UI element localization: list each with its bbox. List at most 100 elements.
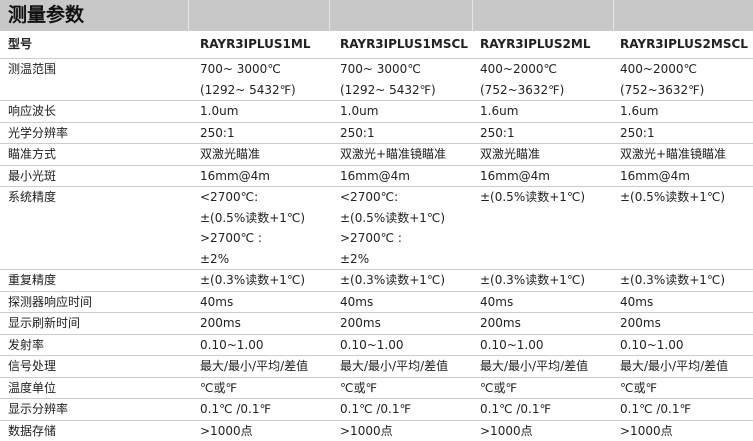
spec-value: 1.0um	[200, 104, 239, 118]
spec-label: 瞄准方式	[0, 143, 200, 166]
spec-value: 200ms	[200, 316, 241, 330]
spec-value: 0.10~1.00	[200, 337, 264, 352]
spec-value-cell: 0.1℃ /0.1℉	[340, 398, 480, 421]
spec-value-cell: 16mm@4m	[620, 165, 753, 187]
header-cell	[473, 0, 614, 31]
spec-value-cell: ℃或℉	[200, 377, 340, 399]
spec-value: >1000点	[480, 423, 533, 438]
spec-row: 显示刷新时间 200ms 200ms 200ms 200ms	[0, 312, 753, 335]
spec-value-cell: 400~2000℃ (752~3632℉)	[480, 58, 620, 101]
spec-label: 探测器响应时间	[0, 291, 200, 313]
spec-value-cell: 0.1℃ /0.1℉	[620, 398, 753, 421]
spec-value-cell: 双激光瞄准	[480, 143, 620, 166]
spec-value-cell: 双激光+瞄准镜瞄准	[340, 143, 480, 166]
spec-value-cell: <2700℃: ±(0.5%读数+1℃) >2700℃ : ±2%	[200, 186, 340, 270]
spec-value: 200ms	[340, 316, 381, 330]
spec-value: ±(0.5%读数+1℃)	[480, 190, 586, 204]
spec-value-cell: 250:1	[200, 122, 340, 144]
spec-value: 16mm@4m	[620, 168, 690, 183]
spec-value-cell: ℃或℉	[340, 377, 480, 399]
spec-value-cell: 0.10~1.00	[620, 334, 753, 356]
model-row: 型号 RAYR3IPLUS1ML RAYR3IPLUS1MSCL RAYR3IPLUS…	[0, 31, 753, 59]
spec-value-cell: 200ms	[340, 312, 480, 335]
spec-value: (752~3632℉)	[480, 82, 565, 97]
spec-value: 250:1	[200, 125, 235, 140]
spec-row: 光学分辨率 250:1 250:1 250:1 250:1	[0, 122, 753, 144]
spec-value: ±(0.3%读数+1℃)	[480, 273, 586, 287]
spec-row: 温度单位 ℃或℉ ℃或℉ ℃或℉ ℃或℉	[0, 377, 753, 399]
spec-value: 200ms	[620, 316, 661, 330]
spec-label: 光学分辨率	[0, 122, 200, 144]
spec-value: <2700℃:	[340, 190, 399, 204]
spec-row: 测温范围 700~ 3000℃ (1292~ 5432℉) 700~ 3000℃ (12…	[0, 58, 753, 101]
spec-value-cell: ±(0.3%读数+1℃)	[480, 269, 620, 292]
spec-value: ±(0.3%读数+1℃)	[340, 273, 446, 287]
header-cell	[614, 0, 753, 31]
spec-value-cell: 400~2000℃ (752~3632℉)	[620, 58, 753, 101]
spec-label: 最小光斑	[0, 165, 200, 187]
spec-value: >1000点	[620, 423, 673, 438]
spec-label: 响应波长	[0, 100, 200, 123]
spec-value: 200ms	[480, 316, 521, 330]
spec-value: ±(0.5%读数+1℃)	[200, 210, 306, 225]
spec-value: ±(0.3%读数+1℃)	[620, 273, 726, 287]
spec-value-cell: >1000点	[480, 420, 620, 441]
spec-value: <2700℃:	[200, 190, 259, 204]
spec-value-cell: ±(0.3%读数+1℃)	[620, 269, 753, 292]
spec-value: >1000点	[200, 423, 253, 438]
spec-row: 瞄准方式 双激光瞄准 双激光+瞄准镜瞄准 双激光瞄准 双激光+瞄准镜瞄准	[0, 143, 753, 166]
spec-value-cell: 最大/最小/平均/差值	[340, 355, 480, 378]
spec-label: 测温范围	[0, 58, 200, 101]
spec-value-cell: 1.6um	[480, 100, 620, 123]
spec-value-cell: 40ms	[620, 291, 753, 313]
spec-row: 重复精度 ±(0.3%读数+1℃) ±(0.3%读数+1℃) ±(0.3%读数+1℃)…	[0, 269, 753, 292]
spec-value: 0.10~1.00	[480, 337, 544, 352]
spec-value: 16mm@4m	[200, 168, 270, 183]
spec-row: 最小光斑 16mm@4m 16mm@4m 16mm@4m 16mm@4m	[0, 165, 753, 187]
spec-value-cell: 1.0um	[340, 100, 480, 123]
spec-value-cell: 40ms	[200, 291, 340, 313]
spec-value: >2700℃ :	[340, 231, 402, 245]
spec-value: ±(0.3%读数+1℃)	[200, 273, 306, 287]
spec-value: 40ms	[340, 294, 374, 309]
spec-value: 0.10~1.00	[340, 337, 404, 352]
spec-row: 显示分辨率 0.1℃ /0.1℉ 0.1℃ /0.1℉ 0.1℃ /0.1℉ 0.1℃ …	[0, 398, 753, 421]
spec-value: 1.0um	[340, 104, 379, 118]
spec-value: 双激光瞄准	[480, 147, 541, 161]
spec-label: 信号处理	[0, 355, 200, 378]
spec-label: 显示分辨率	[0, 398, 200, 421]
table-title: 测量参数	[0, 0, 190, 31]
spec-value-cell: 700~ 3000℃ (1292~ 5432℉)	[200, 58, 340, 101]
spec-value: 40ms	[620, 294, 654, 309]
spec-row: 响应波长 1.0um 1.0um 1.6um 1.6um	[0, 100, 753, 123]
spec-value: 250:1	[480, 125, 515, 140]
spec-value: 0.1℃ /0.1℉	[200, 402, 271, 416]
spec-value-cell: 250:1	[340, 122, 480, 144]
spec-value-cell: 最大/最小/平均/差值	[620, 355, 753, 378]
spec-value: ±(0.5%读数+1℃)	[340, 210, 446, 225]
spec-value-cell: 200ms	[480, 312, 620, 335]
spec-value: >2700℃ :	[200, 231, 262, 245]
spec-label: 重复精度	[0, 269, 200, 292]
spec-value: 700~ 3000℃	[200, 62, 281, 76]
spec-value-cell: 16mm@4m	[200, 165, 340, 187]
spec-value: 双激光+瞄准镜瞄准	[620, 147, 727, 161]
spec-value: 最大/最小/平均/差值	[200, 359, 309, 373]
spec-value: 1.6um	[620, 104, 659, 118]
header-cell	[189, 0, 330, 31]
model-label: 型号	[0, 31, 200, 59]
spec-value-cell: 最大/最小/平均/差值	[480, 355, 620, 378]
spec-row: 信号处理 最大/最小/平均/差值 最大/最小/平均/差值 最大/最小/平均/差值 最大/…	[0, 355, 753, 378]
spec-value: 400~2000℃	[620, 62, 697, 76]
spec-row: 探测器响应时间 40ms 40ms 40ms 40ms	[0, 291, 753, 313]
table-title-bar: 测量参数	[0, 0, 753, 31]
model-name: RAYR3IPLUS1ML	[200, 31, 340, 59]
spec-value-cell: 700~ 3000℃ (1292~ 5432℉)	[340, 58, 480, 101]
spec-label: 显示刷新时间	[0, 312, 200, 335]
spec-value: ±(0.5%读数+1℃)	[620, 190, 726, 204]
spec-value: 250:1	[620, 125, 655, 140]
spec-value: 0.1℃ /0.1℉	[340, 402, 411, 416]
spec-value-cell: 16mm@4m	[480, 165, 620, 187]
spec-value: 最大/最小/平均/差值	[620, 359, 729, 373]
